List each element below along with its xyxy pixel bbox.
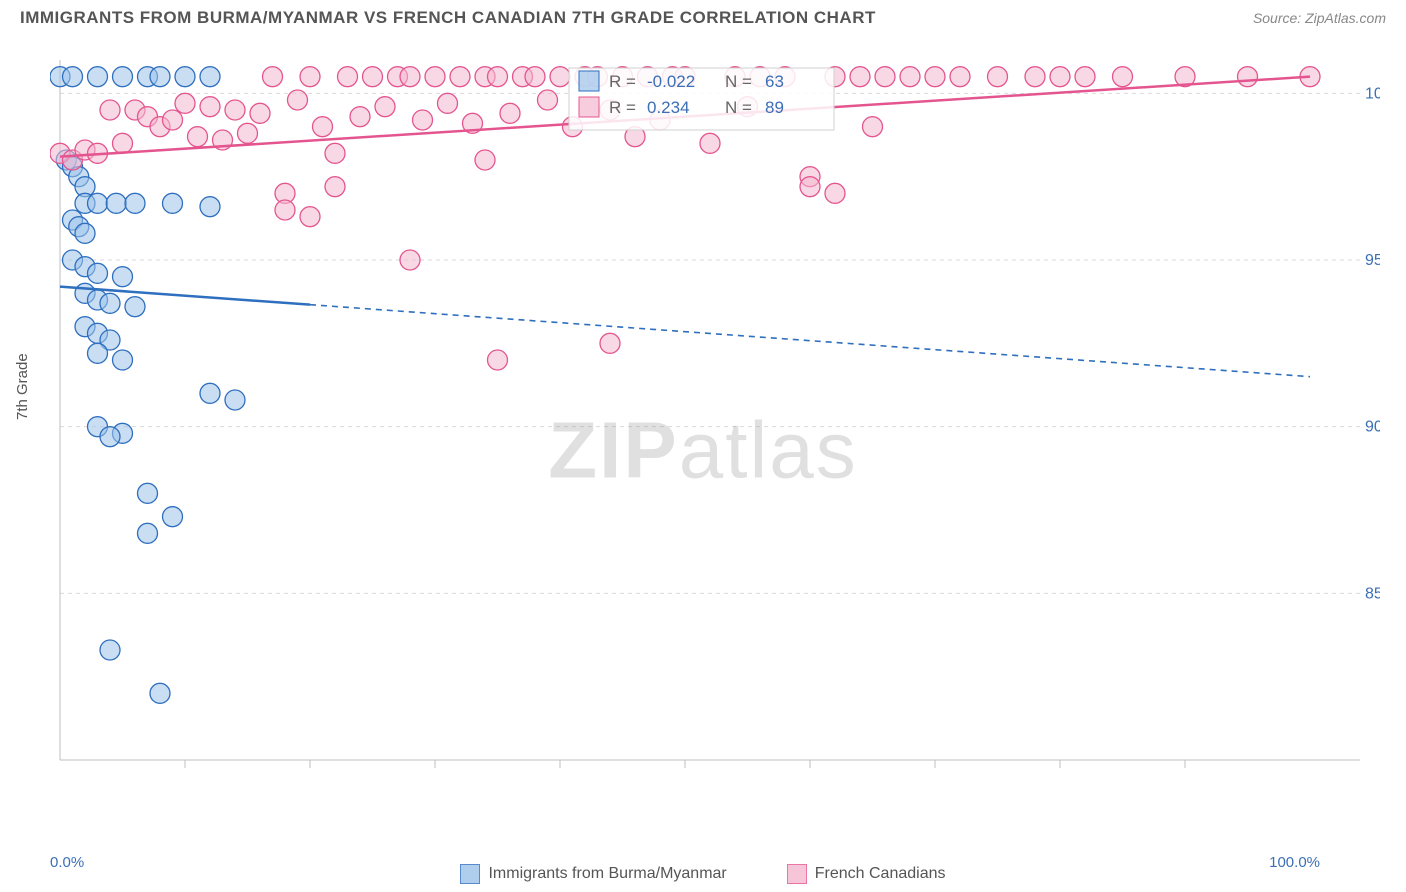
- y-axis-label: 7th Grade: [14, 353, 31, 420]
- svg-text:R =: R =: [609, 72, 636, 91]
- svg-text:63: 63: [765, 72, 784, 91]
- legend-bottom: Immigrants from Burma/Myanmar French Can…: [0, 864, 1406, 884]
- scatter-chart: 85.0% 90.0% 95.0% 100.0% R = -0.022 N = 63 R =…: [50, 40, 1380, 810]
- svg-text:85.0%: 85.0%: [1365, 585, 1380, 602]
- legend-swatch-icon: [460, 864, 480, 884]
- source-name: ZipAtlas.com: [1305, 10, 1386, 26]
- svg-text:95.0%: 95.0%: [1365, 252, 1380, 269]
- svg-text:-0.022: -0.022: [647, 72, 695, 91]
- svg-text:100.0%: 100.0%: [1365, 85, 1380, 102]
- svg-text:0.234: 0.234: [647, 98, 690, 117]
- legend-item-french: French Canadians: [787, 864, 946, 884]
- svg-text:N =: N =: [725, 98, 752, 117]
- svg-text:R =: R =: [609, 98, 636, 117]
- legend-item-burma: Immigrants from Burma/Myanmar: [460, 864, 726, 884]
- legend-label: French Canadians: [815, 865, 946, 883]
- chart-area: 85.0% 90.0% 95.0% 100.0% R = -0.022 N = 63 R =…: [50, 40, 1380, 820]
- chart-title: IMMIGRANTS FROM BURMA/MYANMAR VS FRENCH …: [20, 8, 876, 28]
- svg-text:N =: N =: [725, 72, 752, 91]
- source-label: Source: ZipAtlas.com: [1253, 10, 1386, 26]
- legend-label: Immigrants from Burma/Myanmar: [488, 865, 726, 883]
- svg-text:89: 89: [765, 98, 784, 117]
- legend-swatch-icon: [787, 864, 807, 884]
- svg-text:90.0%: 90.0%: [1365, 419, 1380, 436]
